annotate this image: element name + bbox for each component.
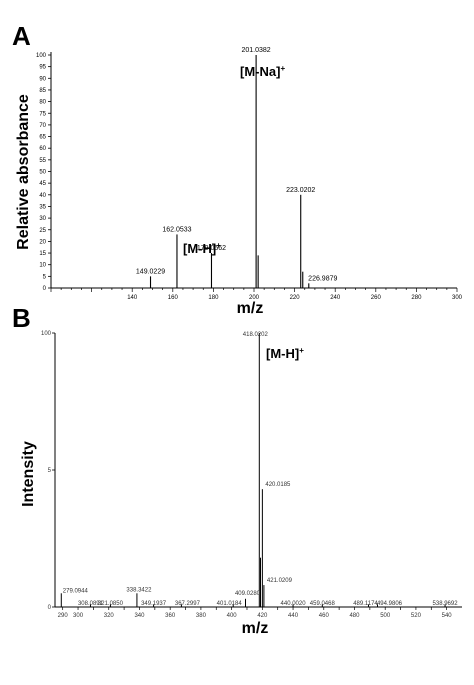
panel-a-x-tick-label: 180 <box>208 295 219 301</box>
panel-a-x-tick-label: 220 <box>290 295 301 301</box>
panel-b-peak-label: 538.9692 <box>433 601 459 607</box>
panel-a-x-tick-label: 140 <box>127 295 138 301</box>
panel-b-x-tick-label: 480 <box>349 613 360 619</box>
panel-b-x-tick-label: 380 <box>196 613 207 619</box>
panel-b-peak-label: 321.0850 <box>98 601 124 607</box>
panel-a-y-tick-label: 50 <box>39 170 46 176</box>
panel-a-y-tick-label: 45 <box>39 181 46 187</box>
panel-b-peak-label: 418.0202 <box>243 332 269 338</box>
panel-b-peak-label: 401.0184 <box>217 601 243 607</box>
panel-b-label: B <box>12 303 31 333</box>
panel-a-x-tick-label: 240 <box>330 295 341 301</box>
panel-a-y-tick-label: 35 <box>39 204 46 210</box>
panel-a-plot: 0 5 10 15 20 25 30 35 40 45 50 55 60 65 70 75 80 85 90 95 10… <box>36 47 463 301</box>
panel-b-peak-label: 349.1937 <box>141 601 167 607</box>
panel-b-peak-label: 308.0891 <box>78 601 104 607</box>
panel-b-x-tick-label: 340 <box>134 613 145 619</box>
panel-a-y-tick-label: 5 <box>43 274 47 280</box>
panel-a-x-tick-label: 300 <box>452 295 463 301</box>
panel-a-y-tick-label: 60 <box>39 146 46 152</box>
panel-a-y-tick-label: 55 <box>39 158 46 164</box>
panel-a-y-tick-label: 90 <box>39 76 46 82</box>
panel-b-x-tick-label: 420 <box>257 613 268 619</box>
panel-a-y-tick-label: 30 <box>39 216 46 222</box>
panel-a-x-tick-label: 160 <box>168 295 179 301</box>
panel-a-ion-mh: [M-H]+ <box>183 241 221 256</box>
panel-b-plot: 0 5 100 290 300 320 340 360 380 400 420 440 460 480 50… <box>41 331 462 619</box>
panel-a-peak-label: 149.0229 <box>136 268 165 275</box>
panel-b-peak-label: 494.9806 <box>377 601 403 607</box>
panel-b-x-tick-label: 300 <box>73 613 84 619</box>
panel-a-peak-label: 179.0562 <box>197 245 226 252</box>
panel-a-y-tick-label: 65 <box>39 135 46 141</box>
panel-a-y-tick-label: 80 <box>39 100 46 106</box>
panel-a-peak-label: 162.0533 <box>162 226 191 233</box>
panel-a-y-tick-label: 15 <box>39 251 46 257</box>
panel-a-peak-label: 223.0202 <box>286 187 315 194</box>
panel-a-peak-label: 201.0382 <box>242 47 271 54</box>
panel-a-ion-mna: [M-Na]+ <box>240 64 285 79</box>
panel-b-peak-label: 338.3422 <box>126 587 152 593</box>
panel-b-y-axis-title: Intensity <box>20 441 37 507</box>
panel-b-peak-label: 459.0468 <box>310 601 336 607</box>
panel-a-y-tick-label: 70 <box>39 123 46 129</box>
panel-b-peak-label: 409.0280 <box>235 591 261 597</box>
panel-b-x-tick-label: 360 <box>165 613 176 619</box>
panel-a-x-tick-label: 280 <box>411 295 422 301</box>
panel-a-y-tick-label: 100 <box>36 53 47 59</box>
panel-b-peak-label: 440.0020 <box>281 601 307 607</box>
panel-b-peak-label: 367.2997 <box>175 601 201 607</box>
panel-a-label: A <box>12 21 31 51</box>
panel-a-y-tick-label: 95 <box>39 65 46 71</box>
panel-b-y-tick-label: 0 <box>48 605 52 611</box>
panel-b-x-tick-label: 520 <box>411 613 422 619</box>
panel-a-x-tick-label: 260 <box>371 295 382 301</box>
panel-b-y-tick-label: 100 <box>41 331 52 337</box>
panel-b-peak-label: 279.0944 <box>63 588 89 594</box>
panel-b-x-tick-label: 460 <box>319 613 330 619</box>
panel-b-x-tick-label: 400 <box>227 613 238 619</box>
panel-b-y-tick-label: 5 <box>48 468 52 474</box>
panel-a-peak-label: 226.9879 <box>308 275 337 282</box>
panel-b-x-axis-title: m/z <box>242 620 269 637</box>
panel-b-peak-label: 489.1174 <box>353 601 378 607</box>
panel-a-x-axis-title: m/z <box>237 300 264 317</box>
panel-a-x-tick-label: 200 <box>249 295 260 301</box>
panel-b-x-tick-label: 440 <box>288 613 299 619</box>
panel-b-ion-mh: [M-H]+ <box>266 346 304 361</box>
panel-a-y-tick-label: 20 <box>39 239 46 245</box>
panel-a-y-tick-label: 25 <box>39 228 46 234</box>
panel-b-x-tick-label: 320 <box>104 613 115 619</box>
panel-b-x-tick-label: 500 <box>380 613 391 619</box>
panel-b-x-tick-label: 290 <box>58 613 69 619</box>
panel-a-y-tick-label: 0 <box>43 286 47 292</box>
panel-b-peak-label: 421.0209 <box>267 578 293 584</box>
panel-a-y-axis-title: Relative absorbance <box>15 94 32 250</box>
panel-a-y-tick-label: 10 <box>39 263 46 269</box>
panel-a-y-tick-label: 75 <box>39 111 46 117</box>
panel-a-y-tick-label: 40 <box>39 193 46 199</box>
panel-b-x-tick-label: 540 <box>442 613 453 619</box>
panel-b-peak-label: 420.0185 <box>265 482 291 488</box>
panel-a-y-tick-label: 85 <box>39 88 46 94</box>
